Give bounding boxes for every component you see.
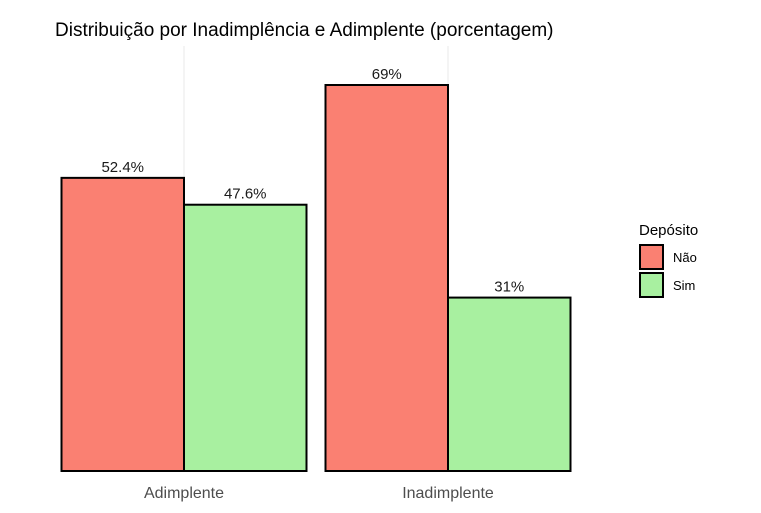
x-tick-label: Inadimplente [402, 485, 494, 502]
chart-title: Distribuição por Inadimplência e Adimple… [55, 20, 553, 41]
bars [60, 84, 572, 472]
bar [60, 176, 185, 472]
bar [183, 203, 308, 472]
legend-label: Sim [673, 278, 695, 293]
bar-labels: 52.4% 47.6% 69% 31% [101, 66, 524, 296]
legend-label: Não [673, 250, 697, 265]
x-axis-tick-labels: Adimplente Inadimplente [144, 485, 494, 502]
x-tick-label: Adimplente [144, 485, 224, 502]
bar [324, 84, 449, 472]
legend-key [639, 272, 664, 298]
bar-data-label: 69% [372, 66, 402, 83]
bar-data-label: 52.4% [101, 159, 144, 176]
legend-key [639, 244, 664, 270]
legend-title: Depósito [639, 222, 698, 239]
bar-data-label: 47.6% [224, 186, 267, 203]
legend: Depósito Não Sim [639, 222, 698, 298]
bar-data-label: 31% [494, 279, 524, 296]
bar [447, 296, 572, 472]
